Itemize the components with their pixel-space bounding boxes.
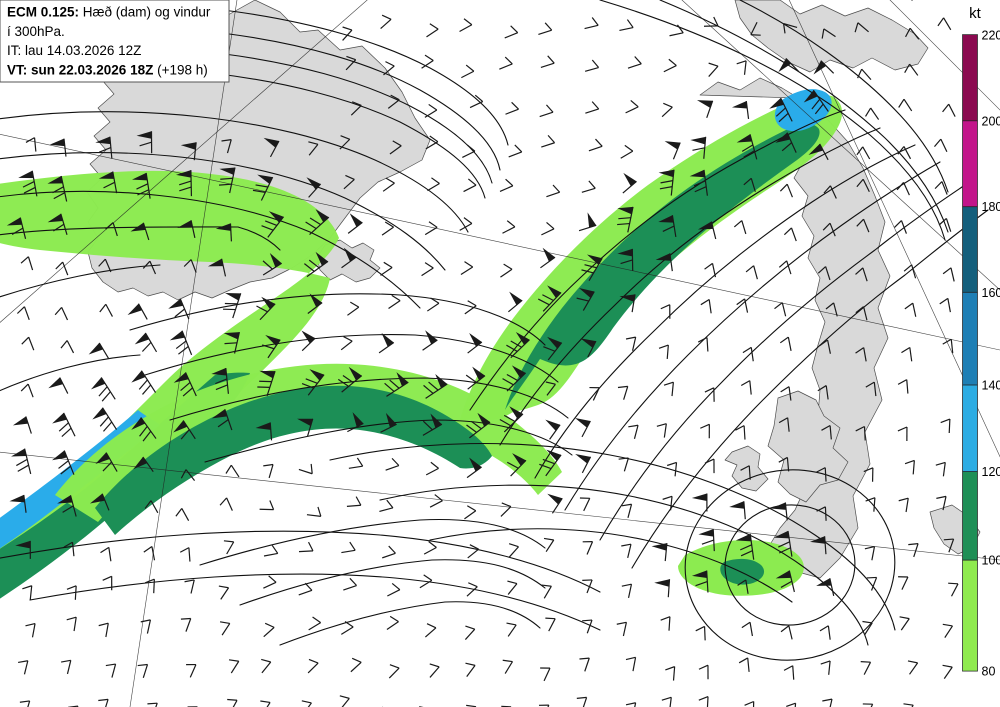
svg-text:180: 180 (982, 200, 1000, 214)
svg-text:200: 200 (982, 115, 1000, 129)
svg-text:220: 220 (982, 29, 1000, 43)
svg-text:kt: kt (969, 5, 982, 22)
svg-text:100: 100 (982, 554, 1000, 568)
svg-text:í 300hPa.: í 300hPa. (7, 24, 65, 39)
svg-text:140: 140 (982, 379, 1000, 393)
svg-text:VT: sun 22.03.2026 18Z (+198 h: VT: sun 22.03.2026 18Z (+198 h) (7, 62, 208, 77)
svg-text:ECM 0.125: Hæð (dam) og vindur: ECM 0.125: Hæð (dam) og vindur (7, 5, 211, 20)
svg-text:160: 160 (982, 286, 1000, 300)
svg-text:IT: lau 14.03.2026 12Z: IT: lau 14.03.2026 12Z (7, 43, 141, 58)
svg-text:80: 80 (982, 665, 996, 679)
svg-text:120: 120 (982, 465, 1000, 479)
